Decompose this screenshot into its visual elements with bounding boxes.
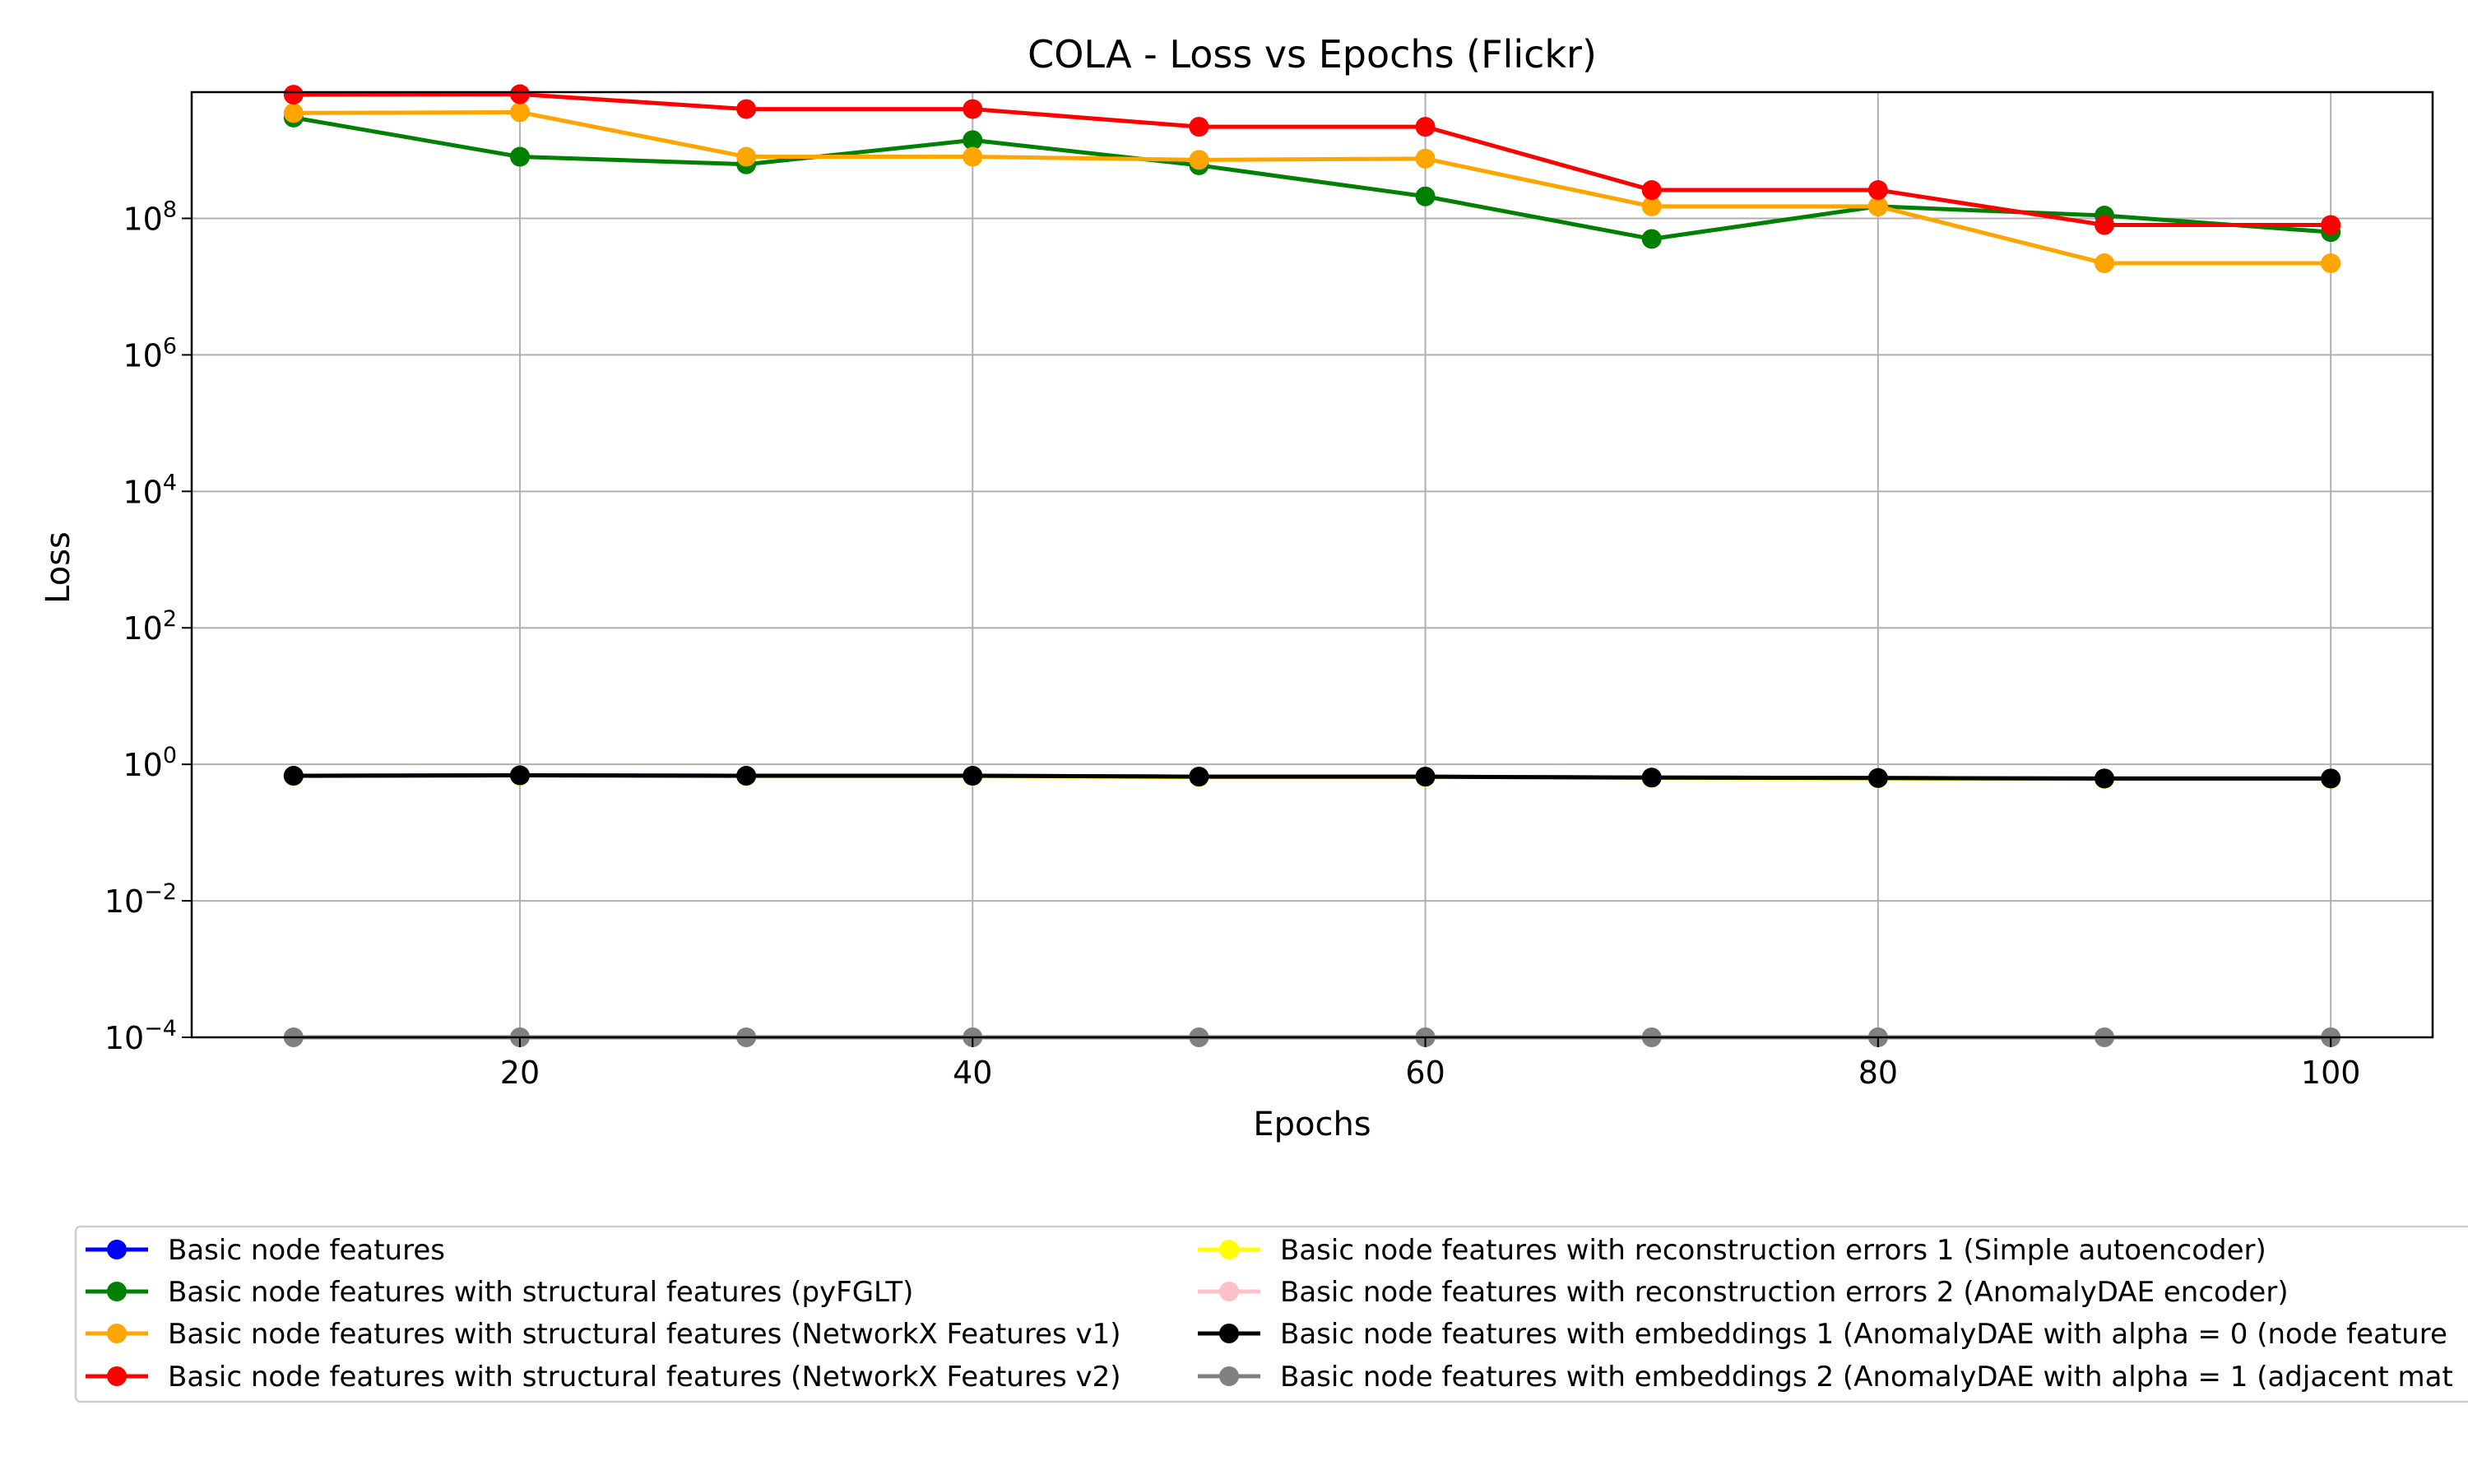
legend-label: Basic node features with structural feat… xyxy=(168,1361,1121,1394)
legend-item: Basic node features with embeddings 1 (A… xyxy=(1198,1318,2447,1351)
legend-swatch-marker xyxy=(1219,1240,1239,1259)
data-point xyxy=(283,766,304,786)
data-point xyxy=(509,102,530,123)
data-point xyxy=(736,766,757,786)
chart-title: COLA - Loss vs Epochs (Flickr) xyxy=(1028,32,1597,77)
data-point xyxy=(2095,768,2115,789)
x-tick-label: 100 xyxy=(2301,1055,2361,1091)
legend-swatch-marker xyxy=(1219,1282,1239,1301)
data-point xyxy=(1415,767,1436,787)
data-point xyxy=(509,146,530,167)
data-point xyxy=(736,146,757,167)
data-point xyxy=(963,130,983,151)
data-point xyxy=(283,103,304,123)
x-axis-label: Epochs xyxy=(1253,1106,1371,1143)
data-point xyxy=(1867,768,1888,788)
y-axis-label: Loss xyxy=(39,531,77,604)
x-tick-label: 80 xyxy=(1858,1055,1898,1091)
y-tick-label: 102 xyxy=(123,606,177,647)
data-point xyxy=(2321,768,2341,789)
series-3 xyxy=(283,84,2341,235)
data-point xyxy=(2095,215,2115,235)
series-group xyxy=(283,84,2341,1047)
data-point xyxy=(2095,253,2115,274)
axis-ticks: 20 40 60 80 100 10−4 10−2 100 102 104 106 108 xyxy=(104,197,2361,1091)
data-point xyxy=(1415,186,1436,206)
legend-item: Basic node features with reconstruction … xyxy=(1198,1276,2289,1309)
data-point xyxy=(1641,768,1662,788)
series-6 xyxy=(283,765,2341,789)
grid-lines xyxy=(192,92,2433,1038)
x-tick-label: 40 xyxy=(953,1055,992,1091)
legend-swatch-marker xyxy=(107,1366,127,1386)
data-point xyxy=(2321,253,2341,274)
data-point xyxy=(963,99,983,119)
y-tick-label: 106 xyxy=(123,333,177,373)
data-point xyxy=(1641,180,1662,201)
legend-swatch-marker xyxy=(1219,1324,1239,1343)
series-line xyxy=(293,115,2331,241)
plot-frame xyxy=(190,90,2434,1039)
legend-label: Basic node features with reconstruction … xyxy=(1280,1276,2289,1309)
series-line xyxy=(293,92,2331,228)
legend-label: Basic node features with structural feat… xyxy=(168,1276,913,1309)
legend-label: Basic node features with embeddings 1 (A… xyxy=(1280,1318,2447,1351)
y-tick-label: 108 xyxy=(123,197,177,237)
data-point xyxy=(2321,215,2341,235)
series-line xyxy=(293,773,2331,781)
legend-label: Basic node features with embeddings 2 (A… xyxy=(1280,1361,2453,1394)
data-point xyxy=(1189,767,1209,787)
legend-label: Basic node features with reconstruction … xyxy=(1280,1234,2266,1267)
legend-item: Basic node features with reconstruction … xyxy=(1198,1234,2266,1267)
data-point xyxy=(1415,148,1436,169)
y-tick-label: 10−2 xyxy=(104,879,177,920)
legend-box xyxy=(74,1225,2468,1403)
legend-item: Basic node features with structural feat… xyxy=(86,1318,1121,1351)
legend-swatch-marker xyxy=(1219,1366,1239,1386)
legend-swatch-marker xyxy=(107,1282,127,1301)
data-point xyxy=(1189,150,1209,170)
data-point xyxy=(1641,196,1662,216)
legend-label: Basic node features xyxy=(168,1234,445,1267)
y-tick-label: 10−4 xyxy=(104,1016,177,1056)
legend-swatch-marker xyxy=(107,1240,127,1259)
data-point xyxy=(963,766,983,786)
x-tick-label: 20 xyxy=(500,1055,540,1091)
legend-label: Basic node features with structural feat… xyxy=(168,1318,1121,1351)
data-point xyxy=(1867,196,1888,216)
data-point xyxy=(509,84,530,104)
data-point xyxy=(283,85,304,105)
data-point xyxy=(1415,117,1436,137)
legend-item: Basic node features xyxy=(86,1234,445,1267)
data-point xyxy=(1189,117,1209,137)
legend-item: Basic node features with structural feat… xyxy=(86,1276,913,1309)
y-tick-label: 104 xyxy=(123,470,177,510)
series-line xyxy=(293,109,2331,266)
y-tick-label: 100 xyxy=(123,743,177,783)
data-point xyxy=(1641,229,1662,249)
x-tick-label: 60 xyxy=(1405,1055,1445,1091)
series-2 xyxy=(283,102,2341,274)
data-point xyxy=(1867,180,1888,201)
legend-item: Basic node features with embeddings 2 (A… xyxy=(1198,1361,2453,1394)
legend-item: Basic node features with structural feat… xyxy=(86,1361,1121,1394)
legend-swatch-marker xyxy=(107,1324,127,1343)
data-point xyxy=(736,99,757,119)
legend: Basic node features Basic node features w… xyxy=(74,1225,2468,1403)
data-point xyxy=(963,146,983,167)
data-point xyxy=(509,765,530,786)
